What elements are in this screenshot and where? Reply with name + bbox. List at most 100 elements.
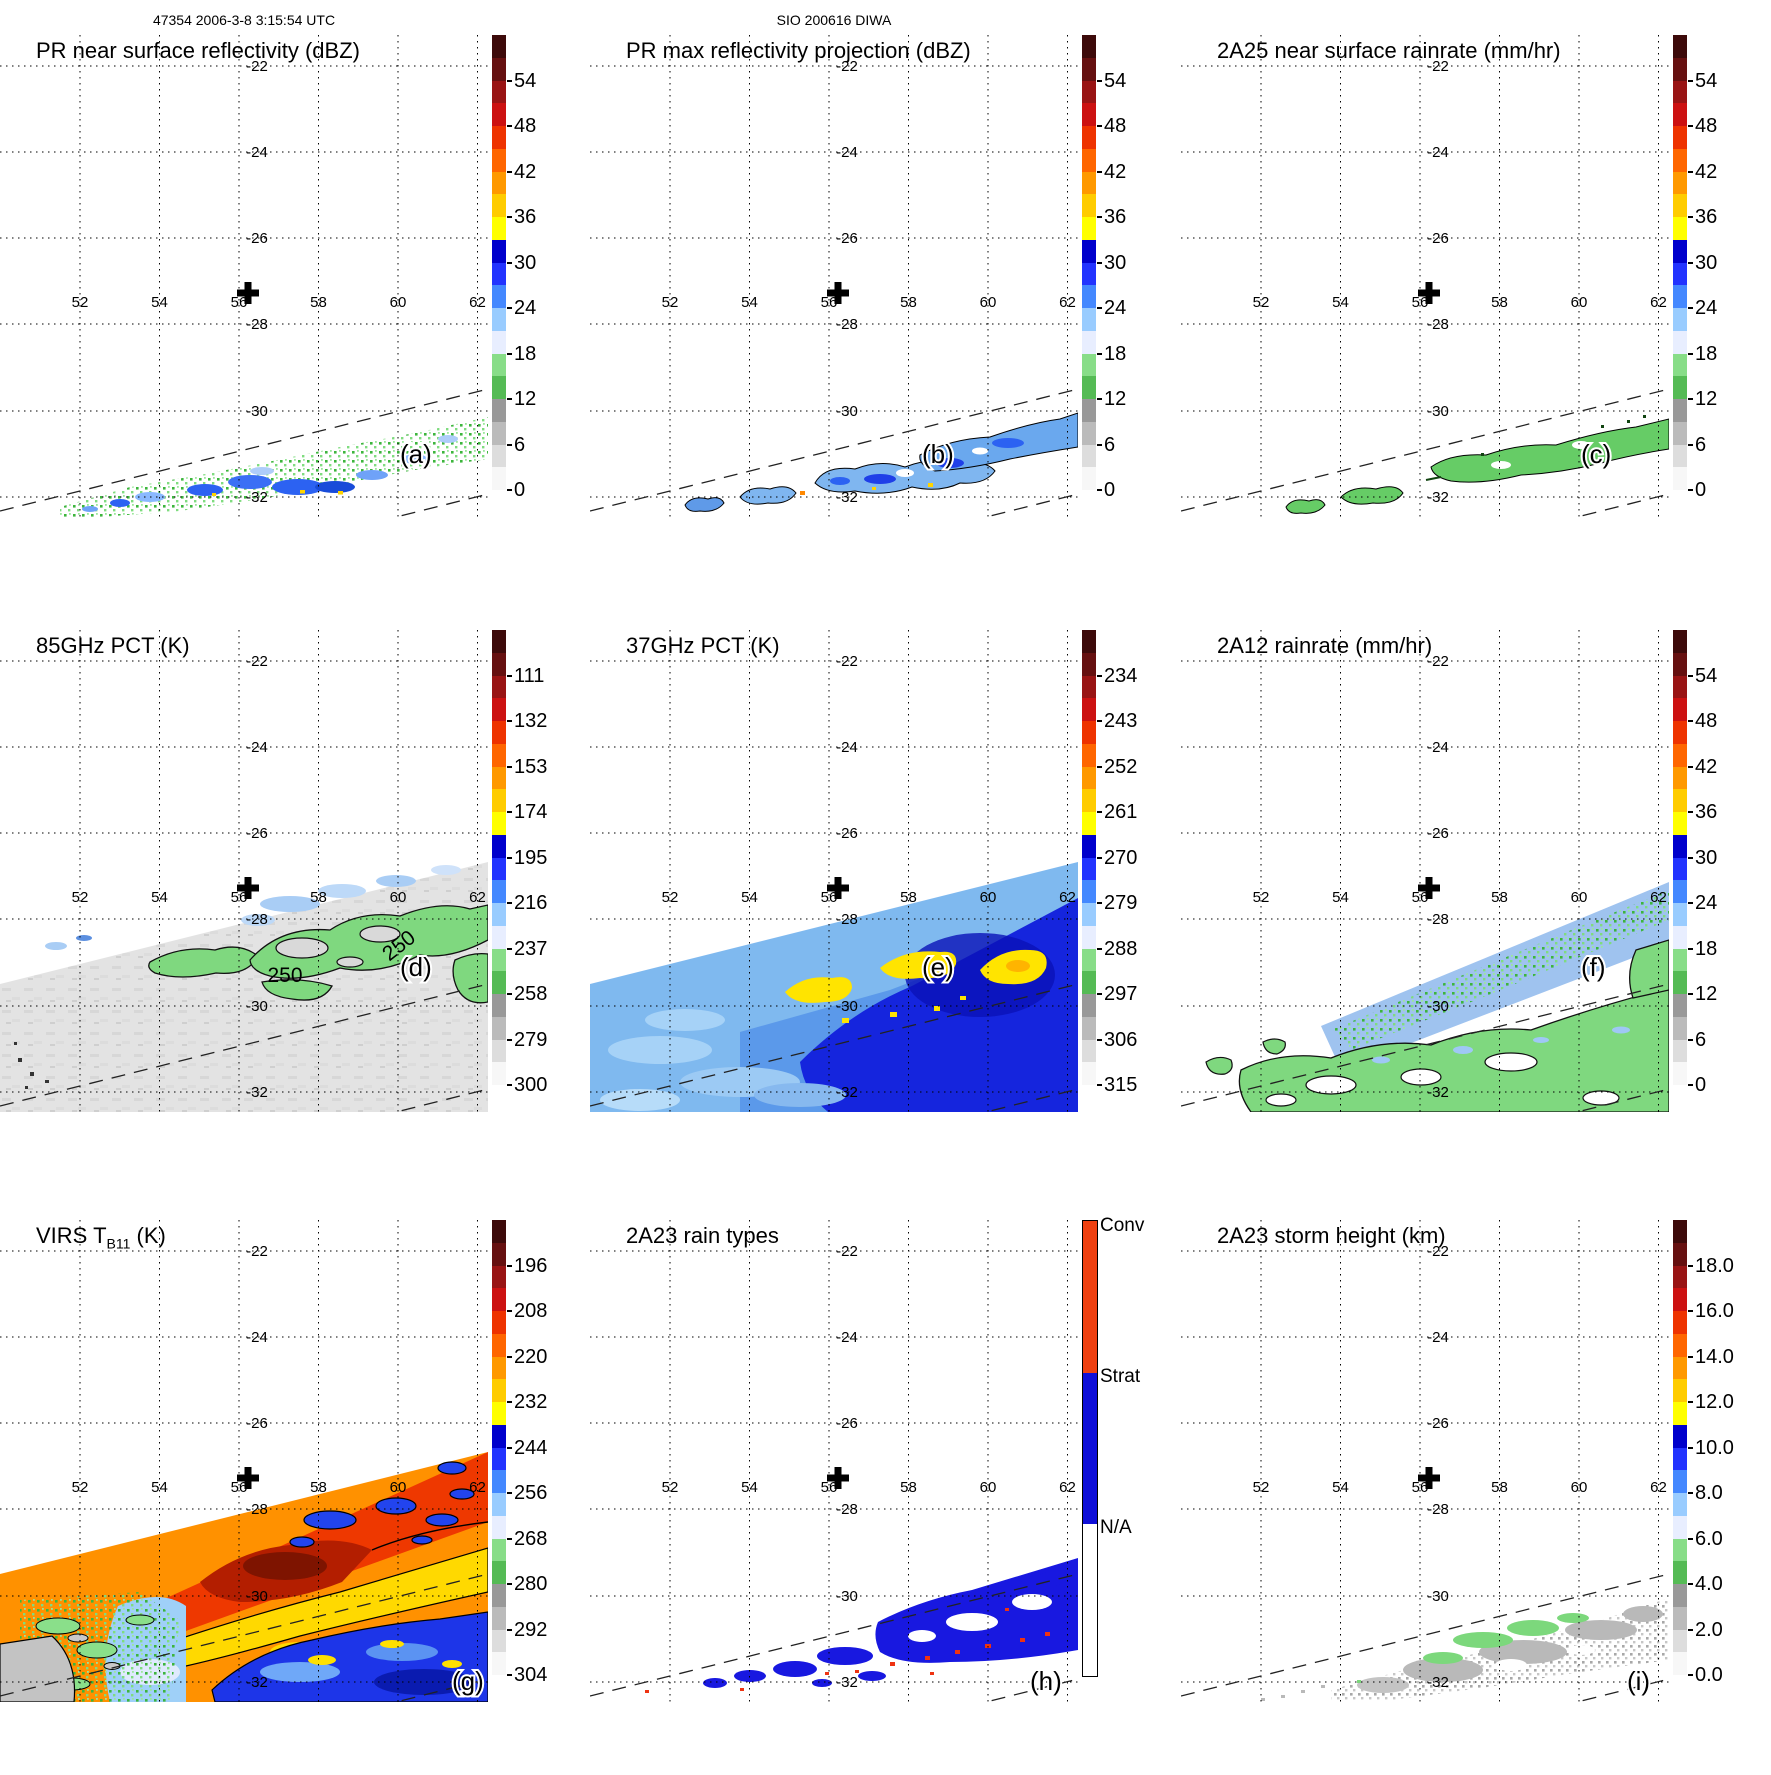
colorbar-tick-label: 300 [506,1074,548,1096]
colorbar-tick-label: 30 [1687,251,1718,274]
colorbar-segment [1673,994,1687,1017]
panel-d-title: 85GHz PCT (K) [36,633,190,658]
colorbar-tick-label: 208 [506,1300,548,1322]
colorbar-tick-label: 315 [1096,1074,1138,1096]
colorbar-tick-label: 24 [1096,297,1127,319]
colorbar-segment [1673,903,1687,926]
colorbar-tick-label: 54 [506,69,537,92]
colorbar-segment [1673,812,1687,835]
colorbar-segment [1673,217,1687,240]
colorbar-tick-label: 288 [1096,937,1138,960]
colorbar-segment [1673,1220,1687,1243]
colorbar-tick-label: 14.0 [1688,1345,1734,1368]
colorbar-segment [492,1379,506,1402]
colorbar-segment [1082,353,1096,377]
colorbar-segment [1673,35,1687,58]
colorbar-segment [1673,308,1687,331]
panel-h: 2A23 rain types (h) [590,1185,1180,1775]
colorbar-segment [492,903,506,926]
colorbar-segment [1673,239,1687,263]
colorbar-segment [1673,880,1687,903]
colorbar-segment [1673,148,1687,172]
colorbar-segment [492,948,506,972]
colorbar-segment [492,1220,506,1243]
panel-g-title-units: (K) [130,1223,166,1248]
colorbar-tick-label: 292 [506,1618,548,1641]
colorbar-tick-label: 279 [1096,892,1138,914]
colorbar-segment [492,35,506,58]
colorbar-segment [1673,80,1687,104]
colorbar-segment [1082,925,1096,949]
colorbar-tick-label: 48 [506,115,537,137]
colorbar-segment [1082,721,1096,744]
colorbar-segment [1673,1242,1687,1266]
colorbar-tick-label: 12 [506,388,537,410]
colorbar-tick-label: 18 [1687,937,1718,960]
panel-a-letter: (a) [400,439,432,469]
colorbar-segment [492,262,506,286]
panel-d: 85GHz PCT (K) 250 250 (d) [0,595,590,1185]
colorbar-segment [1673,1379,1687,1402]
colorbar-tick-label: 111 [506,664,545,687]
colorbar-segment [1082,194,1096,217]
panel-g-colorbar: 196 208 220 232 244 256 268 280 292 304 [492,1220,587,1685]
colorbar-segment [1673,675,1687,699]
colorbar-segment [492,834,506,858]
colorbar-segment [492,80,506,104]
rain-type-data [645,1558,1078,1693]
panel-g-title-main: VIRS T [36,1223,107,1248]
colorbar-segment [1673,330,1687,354]
panel-f-colorbar: 54 48 42 36 30 24 18 12 6 0 [1673,630,1768,1095]
colorbar-segment [1673,1606,1687,1630]
panel-c-map: (c) [1181,35,1669,517]
colorbar-segment [1673,1515,1687,1539]
colorbar-segment [492,1424,506,1448]
raintype-segment [1083,1221,1097,1373]
colorbar-segment [1082,1062,1096,1085]
colorbar-segment [1082,421,1096,445]
colorbar-segment [1673,1424,1687,1448]
colorbar-tick-label: 0 [506,479,526,501]
colorbar-segment [1082,971,1096,994]
colorbar-segment [492,1288,506,1311]
orbit-time-header: 47354 2006-3-8 3:15:54 UTC [152,12,336,28]
pr-max-reflectivity-data [684,412,1078,512]
panel-h-letter: (h) [1030,1666,1062,1696]
colorbar-tick-label: 258 [506,983,548,1005]
colorbar-segment [1673,353,1687,377]
colorbar-segment [492,971,506,994]
colorbar-segment [1082,148,1096,172]
colorbar-segment [1673,1493,1687,1516]
colorbar-segment [1673,1629,1687,1653]
colorbar-tick-label: 132 [506,710,548,732]
colorbar-segment [492,353,506,377]
panel-i-colorbar: 18.0 16.0 14.0 12.0 10.0 8.0 6.0 4.0 2.0 0.0 [1673,1220,1768,1685]
colorbar-tick-label: 48 [1096,115,1127,137]
colorbar-tick-label: 256 [506,1482,548,1504]
colorbar-segment [1673,1311,1687,1334]
colorbar-segment [1673,1584,1687,1607]
colorbar-segment [1673,1538,1687,1562]
panel-d-letter: (d) [400,952,432,982]
colorbar-segment [492,721,506,744]
rainrate-2a25-data [1285,415,1669,514]
colorbar-tick-label: 24 [506,297,537,319]
colorbar-segment [492,1584,506,1607]
panel-c-colorbar: 54 48 42 36 30 24 18 12 6 0 [1673,35,1768,500]
colorbar-tick-label: 0 [1687,479,1707,501]
colorbar-segment [492,1470,506,1493]
colorbar-segment [492,148,506,172]
colorbar-segment [492,103,506,126]
colorbar-segment [1673,1039,1687,1063]
colorbar-tick-label: 297 [1096,983,1138,1005]
colorbar-segment [1082,285,1096,308]
colorbar-segment [1082,698,1096,721]
colorbar-segment [1082,262,1096,286]
colorbar-segment [1082,308,1096,331]
colorbar-segment [1673,1402,1687,1425]
colorbar-segment [1082,376,1096,399]
colorbar-segment [492,1039,506,1063]
colorbar-segment [1673,652,1687,676]
colorbar-segment [1673,1447,1687,1471]
